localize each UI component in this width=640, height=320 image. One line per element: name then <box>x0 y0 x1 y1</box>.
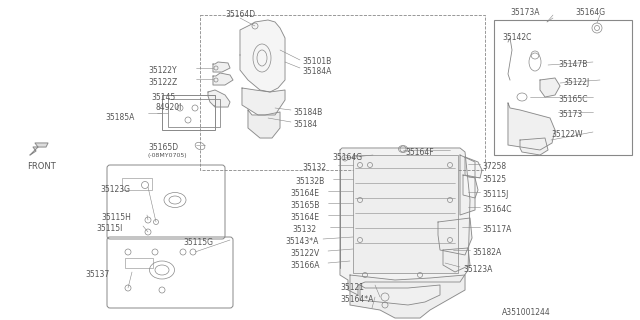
Text: 35115I: 35115I <box>96 224 122 233</box>
Bar <box>200 15 485 170</box>
Text: 35164F: 35164F <box>405 148 434 157</box>
Text: 35165B: 35165B <box>290 201 319 210</box>
Bar <box>168 99 220 127</box>
Text: 35121: 35121 <box>340 283 364 292</box>
Text: 84920I: 84920I <box>155 103 181 112</box>
Text: 35115G: 35115G <box>183 238 213 247</box>
Polygon shape <box>248 110 280 138</box>
Polygon shape <box>242 88 285 115</box>
Text: 35122W: 35122W <box>551 130 582 139</box>
Text: 35164G: 35164G <box>575 8 605 17</box>
Polygon shape <box>463 175 478 198</box>
Text: 35164D: 35164D <box>225 10 255 19</box>
Text: 35182A: 35182A <box>472 248 501 257</box>
Polygon shape <box>360 285 440 305</box>
Polygon shape <box>443 248 470 272</box>
Text: 35173: 35173 <box>558 110 582 119</box>
Text: 35185A: 35185A <box>105 113 134 122</box>
Text: 35184: 35184 <box>293 120 317 129</box>
Text: 35132B: 35132B <box>295 177 324 186</box>
Polygon shape <box>30 143 48 155</box>
Text: FRONT: FRONT <box>27 162 56 171</box>
Text: 35132: 35132 <box>302 163 326 172</box>
Text: 35115J: 35115J <box>482 190 508 199</box>
Text: 35184A: 35184A <box>302 67 332 76</box>
Text: 35173A: 35173A <box>510 8 540 17</box>
Polygon shape <box>540 78 560 97</box>
Polygon shape <box>465 157 482 178</box>
Text: 35164E: 35164E <box>290 213 319 222</box>
Text: 35123G: 35123G <box>100 185 130 194</box>
Polygon shape <box>213 73 233 85</box>
Text: 35164E: 35164E <box>290 189 319 198</box>
Text: 35122Y: 35122Y <box>148 66 177 75</box>
Text: A351001244: A351001244 <box>502 308 551 317</box>
Text: 35165C: 35165C <box>558 95 588 104</box>
Text: 35132: 35132 <box>292 225 316 234</box>
Text: 35122Z: 35122Z <box>148 78 177 87</box>
Text: 35122J: 35122J <box>563 78 589 87</box>
Text: 35166A: 35166A <box>290 261 319 270</box>
Bar <box>494 20 632 155</box>
Text: 35165D: 35165D <box>148 143 178 152</box>
Text: 35122V: 35122V <box>290 249 319 258</box>
Text: 35101B: 35101B <box>302 57 332 66</box>
Polygon shape <box>460 155 475 215</box>
Polygon shape <box>340 148 470 295</box>
Text: 35143*A: 35143*A <box>285 237 318 246</box>
Text: 35164C: 35164C <box>482 205 511 214</box>
Text: 35184B: 35184B <box>293 108 323 117</box>
Polygon shape <box>208 90 230 107</box>
Bar <box>122 178 152 190</box>
Bar <box>162 95 215 130</box>
Text: 37258: 37258 <box>482 162 506 171</box>
Text: 35147B: 35147B <box>558 60 588 69</box>
Polygon shape <box>520 138 548 155</box>
Text: 35125: 35125 <box>482 175 506 184</box>
Text: 35142C: 35142C <box>502 33 531 42</box>
Text: 35123A: 35123A <box>463 265 492 274</box>
Polygon shape <box>350 275 465 318</box>
Bar <box>125 258 153 268</box>
Text: 35164G: 35164G <box>332 153 362 162</box>
Polygon shape <box>508 103 555 150</box>
Text: 35137: 35137 <box>85 270 109 279</box>
Text: 35164*A: 35164*A <box>340 295 373 304</box>
Polygon shape <box>240 20 285 92</box>
Text: 35117A: 35117A <box>482 225 511 234</box>
Text: 35115H: 35115H <box>101 213 131 222</box>
Polygon shape <box>438 218 472 255</box>
Text: (-08MY0705): (-08MY0705) <box>148 153 188 158</box>
Bar <box>353 155 458 273</box>
Text: 35145: 35145 <box>151 93 175 102</box>
Polygon shape <box>213 62 230 72</box>
